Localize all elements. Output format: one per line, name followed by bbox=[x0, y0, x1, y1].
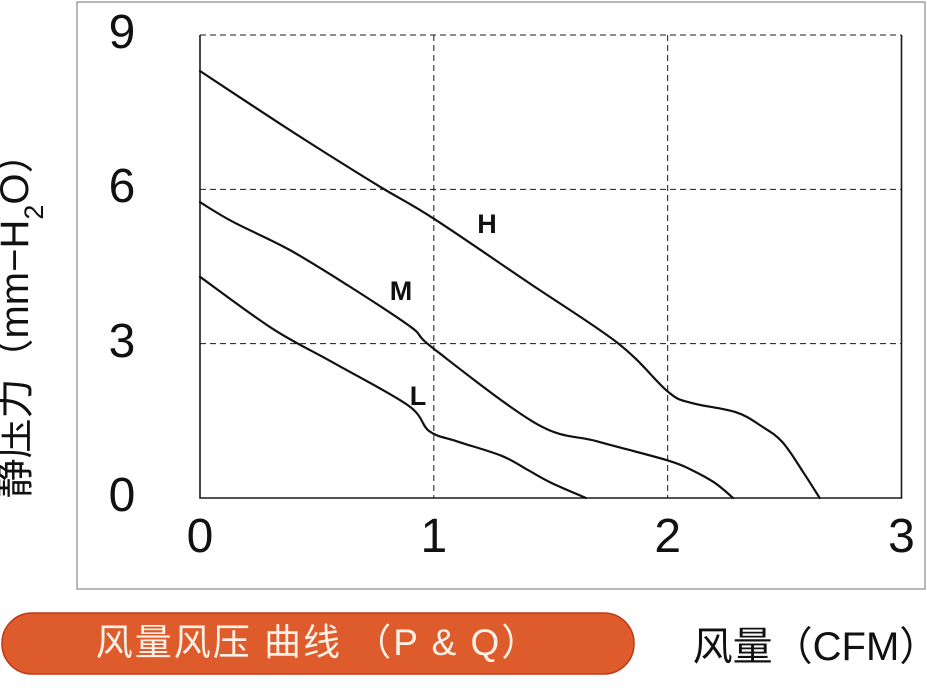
svg-text:0: 0 bbox=[187, 510, 214, 563]
svg-text:M: M bbox=[390, 276, 413, 306]
svg-text:风量风压 曲线 （P & Q）: 风量风压 曲线 （P & Q） bbox=[96, 622, 541, 663]
svg-text:静压力（mm−H2O）: 静压力（mm−H2O） bbox=[0, 133, 49, 498]
svg-text:3: 3 bbox=[109, 315, 136, 368]
svg-text:3: 3 bbox=[888, 510, 915, 563]
svg-text:H: H bbox=[477, 209, 497, 239]
svg-text:9: 9 bbox=[109, 6, 136, 59]
svg-text:L: L bbox=[410, 381, 427, 411]
svg-text:2: 2 bbox=[654, 510, 681, 563]
svg-text:0: 0 bbox=[109, 469, 136, 522]
svg-text:风量（CFM）: 风量（CFM） bbox=[693, 625, 927, 669]
svg-text:6: 6 bbox=[109, 160, 136, 213]
svg-text:1: 1 bbox=[420, 510, 447, 563]
